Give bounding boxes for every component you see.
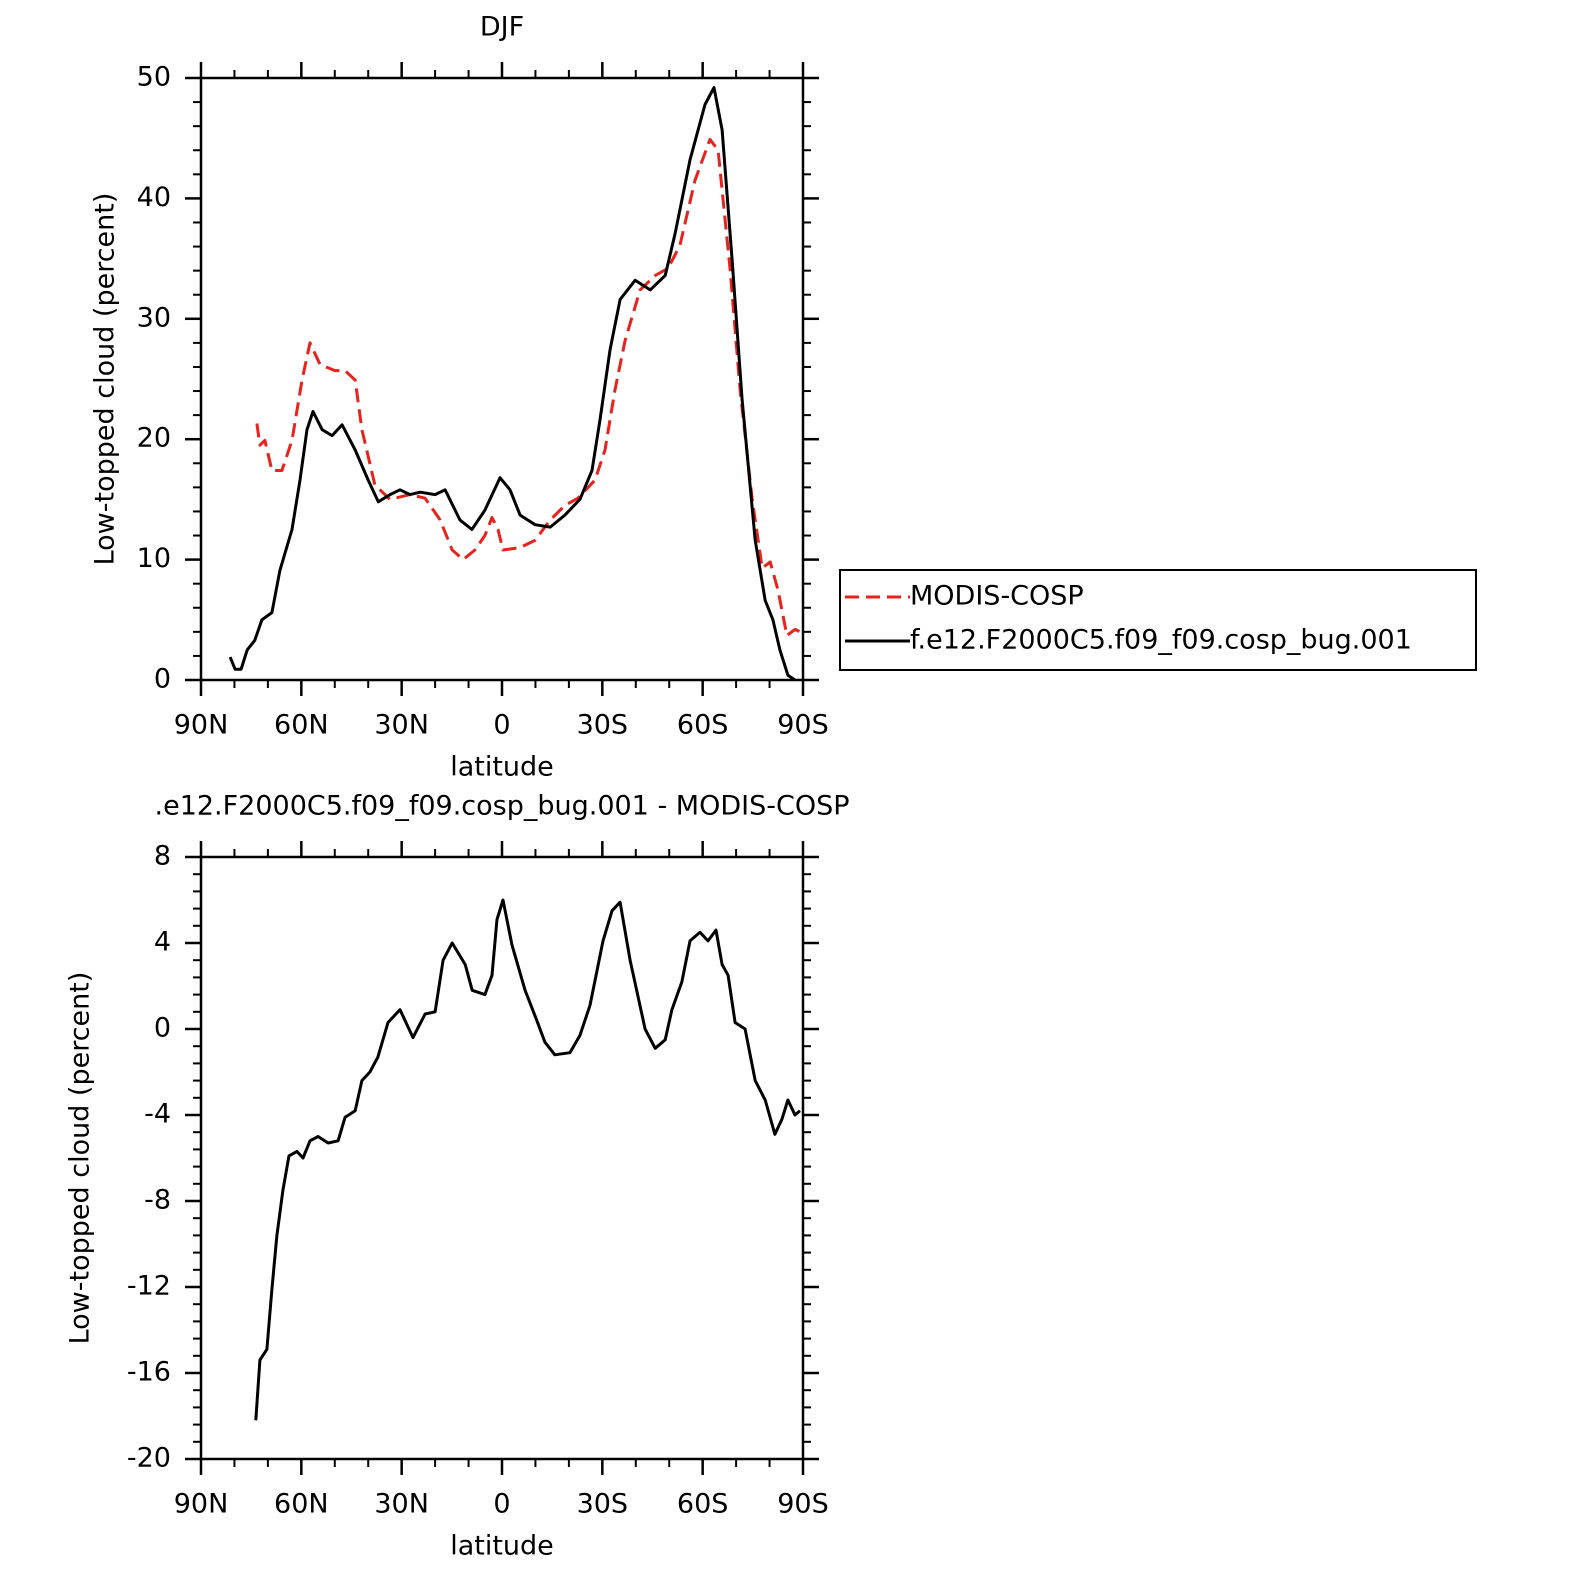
x-tick-label: 90N: [174, 710, 229, 741]
y-tick-label: 50: [137, 62, 171, 93]
y-tick-label: 8: [154, 841, 171, 872]
legend-label: MODIS-COSP: [910, 581, 1084, 612]
x-tick-label: 0: [493, 1489, 510, 1520]
x-axis-label: latitude: [450, 752, 554, 783]
x-tick-label: 30S: [577, 1489, 629, 1520]
plot-frame: [199, 855, 805, 1461]
chart-title: DJF: [480, 12, 524, 43]
x-tick-label: 90N: [174, 1489, 229, 1520]
y-tick-label: -16: [127, 1357, 171, 1388]
chart-title: .e12.F2000C5.f09_f09.cosp_bug.001 - MODI…: [155, 791, 850, 822]
x-axis-label: latitude: [450, 1531, 554, 1562]
y-tick-label: -12: [127, 1271, 171, 1302]
data-line: [254, 898, 801, 1421]
x-tick-label: 60S: [677, 1489, 729, 1520]
y-tick-label: 0: [154, 664, 171, 695]
data-line: [255, 137, 801, 637]
y-axis-label: Low-topped cloud (percent): [90, 193, 121, 566]
x-tick-label: 30S: [577, 710, 629, 741]
data-line: [228, 86, 796, 682]
y-axis-label: Low-topped cloud (percent): [65, 972, 96, 1345]
y-tick-label: 10: [137, 543, 171, 574]
x-tick-label: 90S: [777, 1489, 829, 1520]
x-tick-label: 0: [493, 710, 510, 741]
legend-label: f.e12.F2000C5.f09_f09.cosp_bug.001: [910, 625, 1412, 656]
x-tick-label: 60N: [274, 1489, 329, 1520]
y-tick-label: 40: [137, 182, 171, 213]
plot-frame: [199, 76, 805, 682]
y-tick-label: 20: [137, 423, 171, 454]
x-tick-label: 30N: [374, 1489, 429, 1520]
y-tick-label: 30: [137, 302, 171, 333]
y-tick-label: -20: [127, 1443, 171, 1474]
x-tick-label: 60N: [274, 710, 329, 741]
x-tick-label: 90S: [777, 710, 829, 741]
x-tick-label: 60S: [677, 710, 729, 741]
x-tick-label: 30N: [374, 710, 429, 741]
y-tick-label: 4: [154, 927, 171, 958]
y-tick-label: -4: [144, 1099, 171, 1130]
y-tick-label: 0: [154, 1013, 171, 1044]
legend-box: [839, 569, 1477, 671]
y-tick-label: -8: [144, 1185, 171, 1216]
